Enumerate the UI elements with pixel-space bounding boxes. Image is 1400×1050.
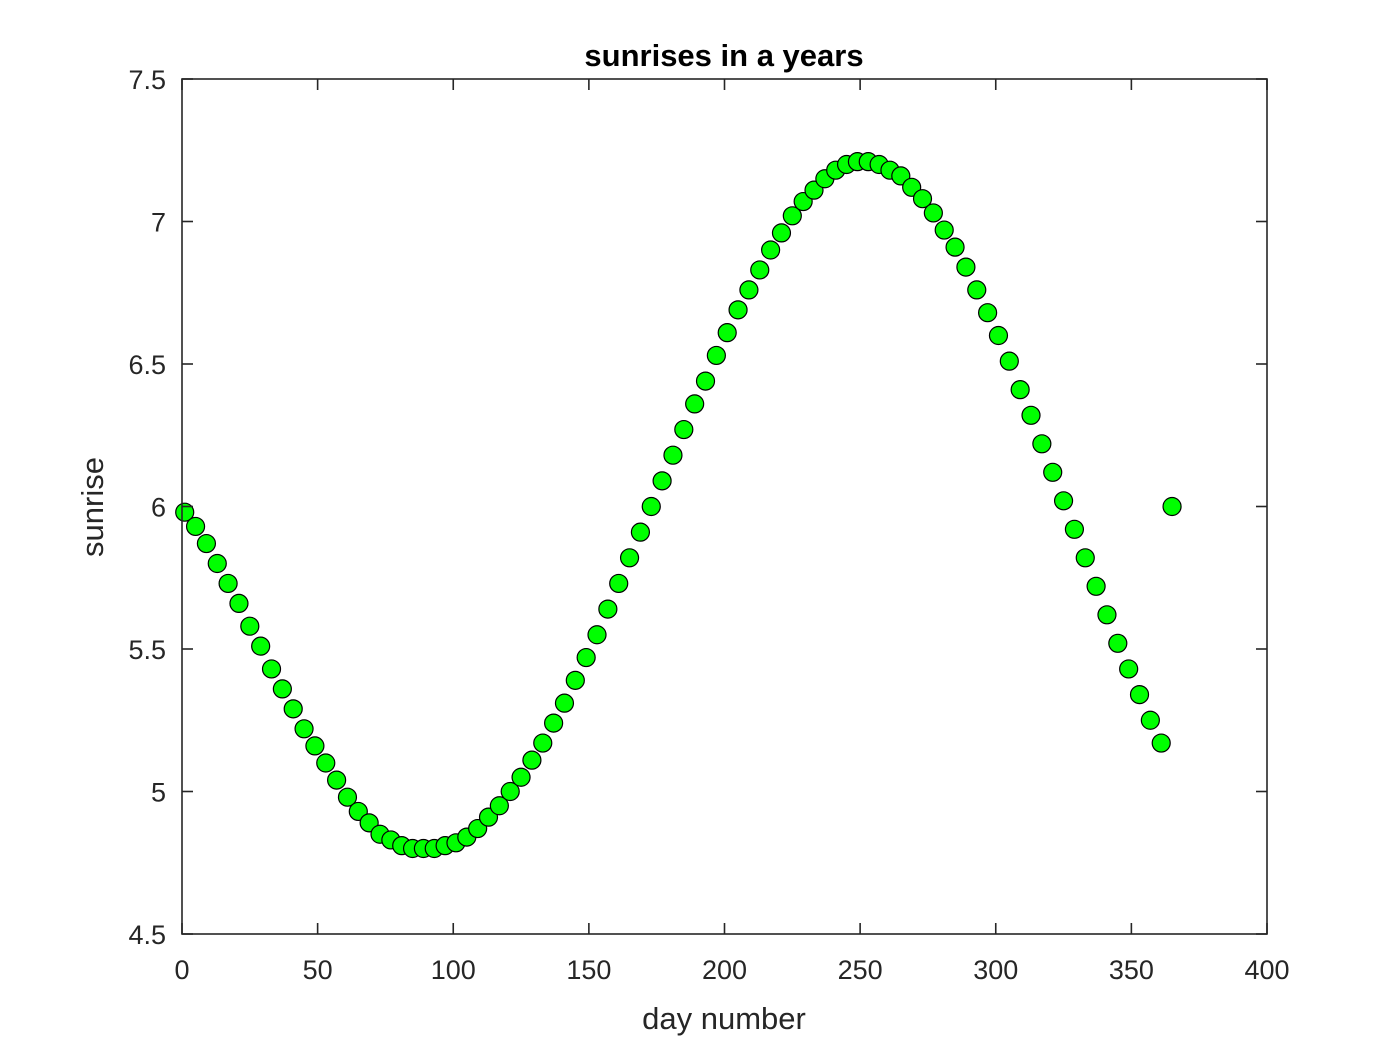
data-point: [251, 636, 271, 656]
x-tick-label: 400: [1244, 955, 1289, 985]
data-point: [750, 260, 770, 280]
data-point: [229, 593, 249, 614]
y-tick-label: 4.5: [128, 920, 166, 950]
x-tick-label: 250: [838, 955, 883, 985]
data-point: [261, 659, 282, 679]
data-point: [761, 240, 781, 260]
data-point: [576, 647, 596, 668]
data-point: [934, 220, 954, 240]
y-tick-label: 5.5: [128, 635, 166, 665]
data-point: [554, 693, 575, 713]
data-point: [587, 625, 607, 645]
data-point: [533, 733, 553, 753]
data-point: [1162, 496, 1182, 517]
data-point: [999, 351, 1019, 371]
data-point: [609, 573, 629, 594]
data-point: [945, 237, 965, 257]
x-tick-label: 0: [174, 955, 189, 985]
data-point: [988, 325, 1009, 346]
data-points: [175, 152, 1182, 859]
data-point: [956, 257, 976, 277]
data-point: [565, 670, 585, 690]
data-point: [641, 496, 661, 517]
axis-ticks: [181, 78, 1268, 935]
data-point: [1119, 659, 1139, 679]
y-tick-label: 6.5: [128, 350, 166, 380]
data-point: [663, 445, 683, 465]
data-point: [544, 713, 564, 733]
data-point: [674, 419, 694, 440]
data-point: [695, 371, 716, 391]
data-point: [1151, 733, 1171, 753]
data-point: [739, 280, 759, 300]
y-axis-label: sunrise: [75, 457, 110, 557]
data-point: [782, 206, 802, 226]
x-tick-label: 100: [431, 955, 476, 985]
data-point: [337, 787, 358, 807]
data-point: [207, 553, 227, 574]
data-point: [240, 616, 260, 636]
data-point: [511, 767, 531, 787]
data-point: [500, 781, 520, 802]
data-point: [1010, 380, 1030, 400]
data-point: [1140, 710, 1160, 730]
data-point: [185, 516, 206, 537]
x-tick-label: 300: [973, 955, 1018, 985]
data-point: [598, 599, 618, 619]
x-tick-label: 350: [1109, 955, 1154, 985]
data-point: [978, 303, 998, 323]
y-tick-label: 5: [151, 778, 166, 808]
data-point: [283, 699, 303, 719]
data-point: [771, 223, 792, 243]
data-point: [1097, 605, 1117, 625]
data-point: [717, 323, 737, 343]
x-tick-label: 50: [303, 955, 333, 985]
x-tick-labels: 0 50 100 150 200 250 300 350 400: [174, 955, 1289, 985]
data-point: [685, 394, 705, 414]
data-point: [522, 750, 542, 770]
data-point: [196, 533, 217, 554]
data-point: [294, 719, 314, 739]
data-point: [923, 203, 943, 223]
data-point: [1021, 405, 1041, 425]
data-point: [316, 753, 336, 773]
data-point: [1053, 491, 1074, 511]
data-point: [327, 770, 347, 790]
x-axis-label: day number: [642, 1001, 806, 1036]
data-point: [1032, 434, 1052, 454]
y-tick-label: 7: [151, 208, 166, 238]
data-point: [630, 522, 651, 542]
data-point: [1086, 576, 1106, 596]
data-point: [1108, 633, 1128, 653]
y-tick-label: 7.5: [128, 65, 166, 95]
data-point: [489, 796, 509, 816]
chart-title: sunrises in a years: [584, 38, 863, 73]
data-point: [1075, 548, 1095, 568]
y-tick-label: 6: [151, 493, 166, 523]
data-point: [305, 736, 325, 756]
data-point: [1129, 684, 1150, 705]
data-point: [619, 548, 640, 568]
data-point: [912, 189, 933, 209]
plot-area: [182, 79, 1267, 934]
x-tick-label: 150: [566, 955, 611, 985]
data-point: [652, 471, 672, 491]
data-point: [706, 345, 726, 366]
data-point: [1064, 519, 1085, 539]
data-point: [272, 679, 292, 699]
x-tick-label: 200: [702, 955, 747, 985]
data-point: [1043, 462, 1063, 482]
y-tick-labels: 4.5 5 5.5 6 6.5 7 7.5: [128, 65, 166, 950]
data-point: [967, 280, 987, 300]
data-point: [218, 573, 238, 594]
data-point: [175, 502, 195, 522]
data-point: [728, 300, 748, 320]
